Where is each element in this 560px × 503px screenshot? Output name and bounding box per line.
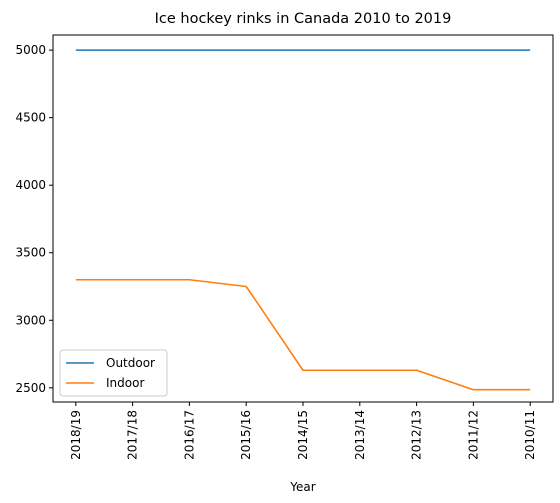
x-tick-label: 2013/14 — [353, 410, 367, 460]
y-tick-label: 3500 — [15, 246, 46, 260]
legend-label-indoor: Indoor — [106, 376, 144, 390]
x-tick-label: 2010/11 — [523, 410, 537, 460]
y-tick-label: 3000 — [15, 313, 46, 327]
legend-label-outdoor: Outdoor — [106, 356, 155, 370]
y-tick-label: 5000 — [15, 43, 46, 57]
series-group — [75, 49, 531, 391]
y-tick-label: 4000 — [15, 178, 46, 192]
y-tick-label: 2500 — [15, 381, 46, 395]
legend-box — [59, 349, 168, 397]
x-tick-label: 2016/17 — [182, 410, 196, 460]
legend: Outdoor Indoor — [59, 349, 168, 397]
x-axis-label: Year — [289, 480, 315, 494]
plot-frame — [52, 34, 554, 403]
x-tick-label: 2014/15 — [296, 410, 310, 460]
plot-area — [52, 34, 554, 403]
x-axis-ticks: 2018/19 2017/18 2016/17 2015/16 2014/15 2013/… — [69, 402, 537, 460]
y-tick-label: 4500 — [15, 111, 46, 125]
x-tick-label: 2012/13 — [410, 410, 424, 460]
chart-title: Ice hockey rinks in Canada 2010 to 2019 — [155, 11, 452, 27]
x-tick-label: 2018/19 — [69, 410, 83, 460]
series-line-indoor — [75, 278, 531, 391]
x-tick-label: 2011/12 — [466, 410, 480, 460]
x-tick-label: 2017/18 — [126, 410, 140, 460]
x-tick-label: 2015/16 — [239, 410, 253, 460]
y-axis-ticks: 2500 3000 3500 4000 4500 5000 — [15, 43, 53, 395]
